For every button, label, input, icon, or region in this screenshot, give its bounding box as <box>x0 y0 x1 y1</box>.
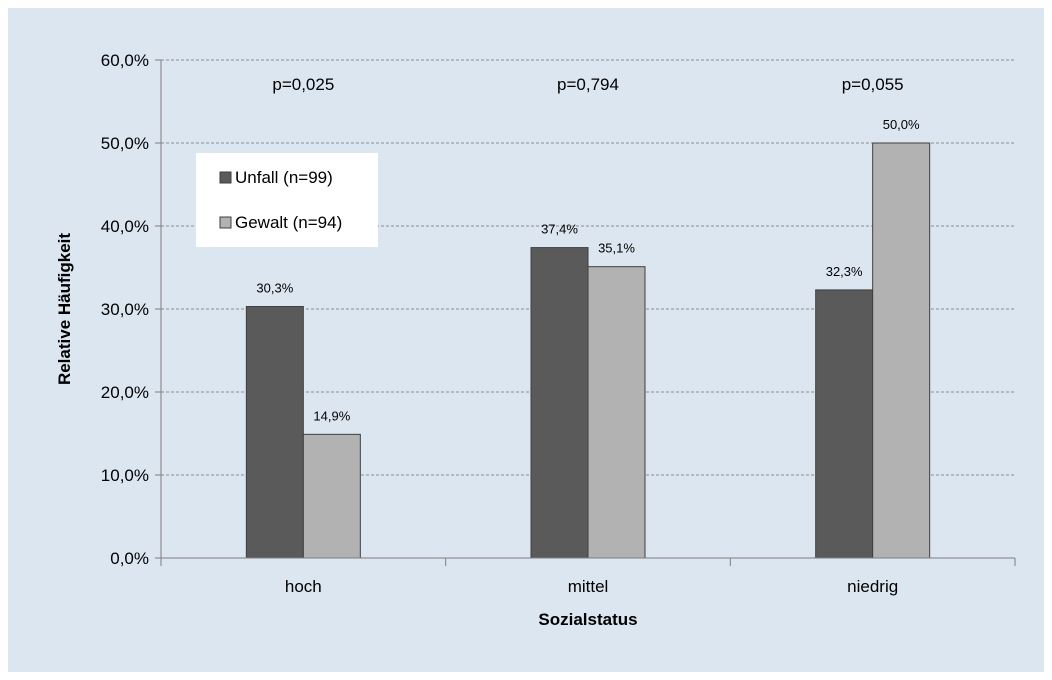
data-label: 32,3% <box>826 264 863 279</box>
bar-gewalt <box>302 433 361 559</box>
x-category-label: hoch <box>285 577 322 596</box>
data-label: 37,4% <box>541 222 578 237</box>
bar-unfall <box>530 247 589 559</box>
p-value-annotation: p=0,794 <box>557 75 619 94</box>
legend-swatch-gewalt <box>219 216 232 229</box>
y-axis-title: Relative Häufigkeit <box>55 233 74 385</box>
p-value-annotation: p=0,055 <box>842 75 904 94</box>
axes <box>155 59 1016 566</box>
legend-box <box>196 153 378 247</box>
bar-chart: 0,0% 10,0% 20,0% 30,0% 40,0% 50,0% 60,0% hoch p=… <box>55 51 1016 629</box>
x-category-label: mittel <box>568 577 609 596</box>
data-label: 30,3% <box>256 281 293 296</box>
data-label: 35,1% <box>598 241 635 256</box>
bars <box>245 142 931 559</box>
legend-label-unfall: Unfall (n=99) <box>235 168 333 187</box>
bar-gewalt <box>872 142 931 559</box>
legend-label-gewalt: Gewalt (n=94) <box>235 213 342 232</box>
chart-area: 0,0% 10,0% 20,0% 30,0% 40,0% 50,0% 60,0% hoch p=… <box>8 8 1044 672</box>
x-category-label: niedrig <box>847 577 898 596</box>
y-tick-label: 30,0% <box>101 300 149 319</box>
y-tick-label: 10,0% <box>101 466 149 485</box>
y-tick-label: 20,0% <box>101 383 149 402</box>
p-value-annotation: p=0,025 <box>272 75 334 94</box>
x-axis-title: Sozialstatus <box>538 610 637 629</box>
legend: Unfall (n=99) Gewalt (n=94) <box>196 153 378 247</box>
data-label: 14,9% <box>313 408 350 423</box>
y-tick-label: 40,0% <box>101 217 149 236</box>
legend-swatch-unfall <box>219 171 232 184</box>
labels: 0,0% 10,0% 20,0% 30,0% 40,0% 50,0% 60,0% hoch p=… <box>101 51 920 596</box>
data-label: 50,0% <box>883 117 920 132</box>
bar-unfall <box>815 289 874 559</box>
y-tick-label: 50,0% <box>101 134 149 153</box>
bar-gewalt <box>587 266 646 559</box>
bar-unfall <box>245 306 304 559</box>
y-tick-label: 60,0% <box>101 51 149 70</box>
y-tick-label: 0,0% <box>110 549 149 568</box>
